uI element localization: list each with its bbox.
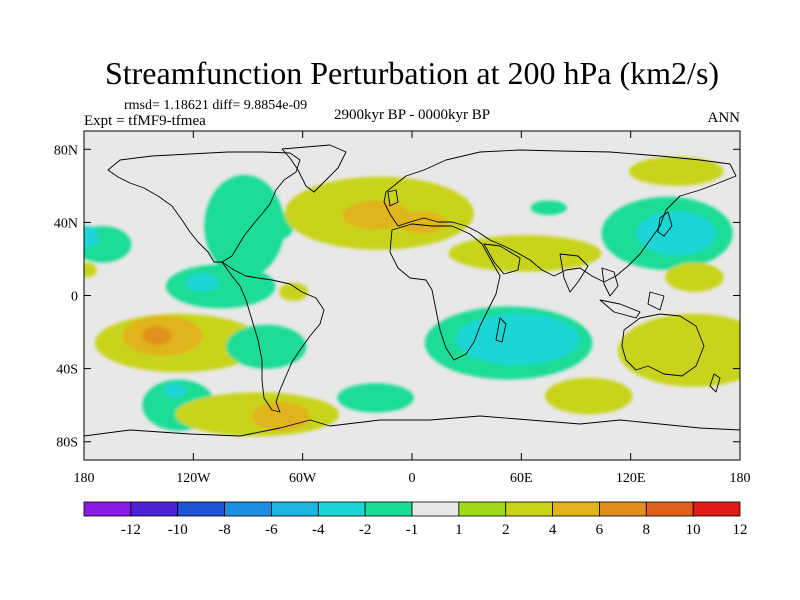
anomaly-region-0 — [84, 226, 132, 263]
x-tick-label-6: 180 — [730, 471, 751, 486]
colorbar-swatch-0 — [83, 501, 132, 517]
colorbar-label-7: 1 — [455, 522, 463, 538]
anomaly-region-18 — [665, 262, 724, 292]
chart-title: Streamfunction Perturbation at 200 hPa (… — [105, 55, 719, 91]
coastlines — [84, 144, 740, 437]
colorbar-label-9: 4 — [549, 522, 557, 538]
y-tick-label-2: 0 — [71, 290, 78, 305]
x-tick-label-2: 60W — [289, 471, 317, 486]
anomaly-region-27 — [395, 211, 447, 234]
anomaly-region-21 — [84, 226, 99, 248]
period-text: 2900kyr BP - 0000kyr BP — [334, 107, 490, 123]
colorbar-swatch-10 — [552, 501, 600, 517]
colorbar-label-11: 8 — [643, 522, 651, 538]
colorbar-label-12: 10 — [686, 522, 701, 538]
colorbar-swatch-7 — [411, 501, 460, 517]
y-tick-label-1: 40N — [54, 216, 78, 231]
anomaly-region-1 — [84, 262, 97, 278]
colorbar-swatch-8 — [458, 501, 507, 517]
x-tick-label-0: 180 — [74, 471, 95, 486]
anomaly-region-13 — [448, 235, 602, 272]
experiment-text: Expt = tfMF9-tfmea — [84, 113, 206, 129]
y-tick-label-0: 80N — [54, 143, 78, 158]
colorbar-label-3: -6 — [265, 522, 278, 538]
anomaly-region-17 — [628, 156, 724, 186]
colorbar-label-8: 2 — [502, 522, 510, 538]
colorbar-swatch-13 — [692, 501, 741, 517]
colorbar-label-2: -8 — [218, 522, 231, 538]
anomaly-region-5 — [257, 211, 294, 241]
anomaly-region-20 — [545, 377, 633, 415]
colorbar: -12 -10 -8 -6 -4 -2 -1 1 2 4 6 8 10 12 — [83, 501, 748, 538]
colorbar-label-13: 12 — [733, 522, 748, 538]
stats-text: rmsd= 1.18621 diff= 9.8854e-09 — [124, 98, 307, 113]
season-text: ANN — [708, 110, 741, 126]
colorbar-label-4: -4 — [312, 522, 325, 538]
anomaly-region-19 — [617, 313, 740, 387]
x-tick-label-4: 60E — [510, 471, 533, 486]
colorbar-swatch-2 — [177, 501, 225, 517]
anomaly-region-3 — [204, 174, 285, 278]
anomaly-region-26 — [342, 200, 409, 230]
colorbar-label-5: -2 — [359, 522, 372, 538]
colorbar-swatch-4 — [271, 501, 319, 517]
colorbar-swatch-11 — [599, 501, 647, 517]
anomaly-region-8 — [226, 324, 307, 369]
y-tick-label-3: 40S — [56, 363, 78, 378]
anomaly-region-6 — [278, 282, 309, 301]
colorbar-swatch-6 — [364, 501, 413, 517]
colorbar-swatch-3 — [224, 501, 272, 517]
colorbar-label-0: -12 — [121, 522, 141, 538]
anomaly-region-24 — [164, 383, 187, 398]
anomaly-region-30 — [142, 326, 172, 345]
axis-ticks — [83, 131, 741, 460]
anomaly-region-11 — [337, 383, 414, 413]
colorbar-swatch-5 — [317, 501, 366, 517]
y-tick-label-4: 80S — [56, 436, 78, 451]
colorbar-label-10: 6 — [596, 522, 604, 538]
x-tick-label-1: 120W — [176, 471, 211, 486]
colorbar-swatch-1 — [130, 501, 179, 517]
anomaly-field — [84, 156, 740, 437]
axis-labels: 180 120W 60W 0 60E 120E 180 80N 40N 0 40S 80S — [54, 143, 751, 486]
anomaly-region-4 — [166, 264, 276, 309]
anomaly-region-28 — [455, 313, 580, 365]
x-tick-label-3: 0 — [409, 471, 416, 486]
anomaly-region-29 — [636, 211, 717, 256]
anomaly-region-15 — [530, 200, 567, 216]
colorbar-label-1: -10 — [168, 522, 188, 538]
anomaly-region-22 — [186, 273, 219, 292]
x-tick-label-5: 120E — [616, 471, 646, 486]
colorbar-swatch-9 — [505, 501, 553, 517]
anomaly-region-25 — [251, 401, 310, 431]
colorbar-label-6: -1 — [406, 522, 419, 538]
colorbar-swatch-12 — [645, 501, 694, 517]
